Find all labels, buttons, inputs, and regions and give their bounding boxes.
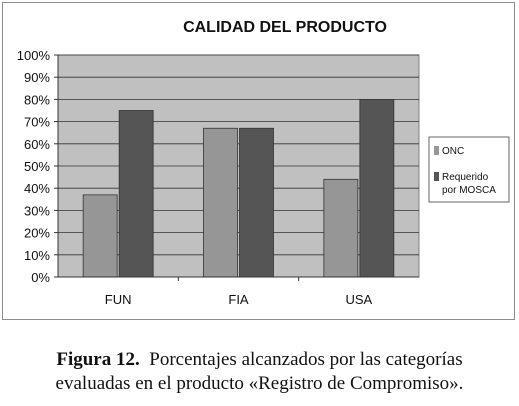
- y-axis-ticks: 0% 10% 20% 30% 40% 50% 60% 70% 80% 90% 100%: [17, 48, 58, 285]
- legend-label-requerido: Requerido por MOSCA: [442, 172, 496, 196]
- y-tick-label: 40%: [24, 181, 50, 196]
- x-tick-label: FUN: [105, 292, 132, 307]
- y-tick-label: 20%: [24, 226, 50, 241]
- legend-box: [428, 136, 510, 203]
- gridlines: [58, 54, 419, 278]
- y-tick-label: 30%: [24, 203, 50, 218]
- figure-caption: Figura 12. Porcentajes alcanzados por la…: [0, 348, 519, 396]
- caption-line-2: evaluadas en el producto «Registro de Co…: [55, 373, 464, 394]
- y-tick-label: 10%: [24, 248, 50, 263]
- x-tick-label: FIA: [228, 292, 249, 307]
- chart-title: CALIDAD DEL PRODUCTO: [183, 19, 387, 36]
- bar-fun-series-1: [82, 194, 118, 278]
- x-tick-label: USA: [345, 292, 372, 307]
- bar-chart: CALIDAD DEL PRODUCTO 0% 10% 20% 30% 40% 50% 60…: [17, 19, 510, 307]
- y-tick-label: 70%: [24, 115, 50, 130]
- legend-label-onc: ONC: [442, 146, 464, 157]
- x-axis-ticks: FUN FIA USA: [105, 277, 373, 307]
- bar-usa-series-1: [323, 178, 359, 278]
- y-tick-label: 100%: [17, 48, 51, 63]
- caption-line-1: Porcentajes alcanzados por las categoría…: [149, 349, 463, 370]
- bar-usa-series-2: [359, 99, 395, 278]
- y-tick-label: 60%: [24, 137, 50, 152]
- bar-fia-series-2: [239, 127, 274, 278]
- bars: [82, 99, 395, 278]
- y-tick-label: 80%: [24, 92, 50, 107]
- legend-swatch-requerido: [434, 172, 439, 181]
- legend-swatch-onc: [434, 146, 439, 155]
- bar-fun-series-2: [118, 110, 154, 278]
- bar-fia-series-1: [203, 127, 238, 278]
- y-tick-label: 0%: [31, 270, 50, 285]
- y-tick-label: 50%: [24, 159, 50, 174]
- legend: ONC Requerido por MOSCA: [428, 136, 510, 203]
- y-tick-label: 90%: [24, 70, 50, 85]
- caption-label: Figura 12.: [56, 349, 140, 370]
